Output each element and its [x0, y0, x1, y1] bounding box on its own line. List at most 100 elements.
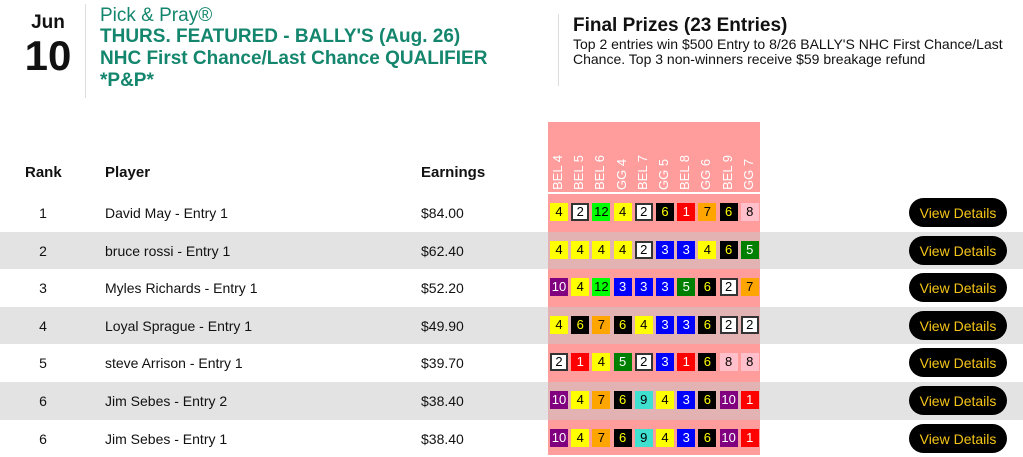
prizes-text: Top 2 entries win $500 Entry to 8/26 BAL… [573, 36, 1003, 67]
earnings-header: Earnings [421, 164, 486, 181]
view-details-button[interactable]: View Details [909, 386, 1007, 415]
pick-saddle-cloth: 10 [719, 391, 738, 409]
pick-saddle-cloth: 6 [698, 391, 717, 409]
pick-saddle-cloth: 5 [677, 278, 696, 297]
pick-saddle-cloth: 6 [613, 391, 632, 409]
divider [85, 4, 86, 98]
pick-saddle-cloth: 7 [592, 428, 611, 447]
view-details-button[interactable]: View Details [909, 198, 1007, 227]
pick-saddle-cloth: 6 [698, 353, 717, 372]
player-cell[interactable]: Jim Sebes - Entry 2 [105, 393, 228, 409]
pick-saddle-cloth: 3 [613, 278, 632, 297]
pick-saddle-cloth: 4 [571, 240, 590, 259]
view-details-button[interactable]: View Details [909, 348, 1007, 378]
rank-header: Rank [25, 164, 62, 181]
pick-saddle-cloth: 4 [550, 315, 568, 334]
pick-saddle-cloth: 3 [677, 240, 696, 259]
pick-saddle-cloth: 1 [677, 353, 696, 372]
rank-cell: 4 [39, 317, 47, 334]
pick-saddle-cloth: 3 [656, 278, 674, 297]
prizes-title: Final Prizes (23 Entries) [573, 15, 788, 36]
player-cell[interactable]: steve Arrison - Entry 1 [105, 355, 243, 372]
pick-saddle-cloth: 8 [719, 353, 738, 372]
race-label: BEL 9 [719, 155, 735, 190]
pick-saddle-cloth: 6 [698, 315, 717, 334]
view-details-button[interactable]: View Details [909, 235, 1007, 265]
pick-saddle-cloth: 4 [592, 240, 611, 259]
pick-saddle-cloth: 12 [592, 278, 611, 297]
race-label: GG 7 [740, 158, 756, 190]
table-row: 3 Myles Richards - Entry 1 $52.20 10 4 12 3 3… [0, 269, 1023, 307]
race-label: GG 6 [698, 158, 714, 190]
pick-saddle-cloth: 4 [571, 428, 590, 447]
rank-cell: 6 [39, 393, 47, 409]
pick-saddle-cloth: 2 [719, 315, 738, 334]
table-row: 6 Jim Sebes - Entry 2 $38.40 10 4 7 6 9 4 3 6 10 1… [0, 382, 1023, 420]
date-month: Jun [31, 12, 65, 33]
rank-cell: 5 [39, 355, 47, 372]
view-details-button[interactable]: View Details [909, 423, 1007, 453]
pick-saddle-cloth: 4 [571, 278, 590, 297]
pick-saddle-cloth: 2 [634, 203, 653, 221]
pick-saddle-cloth: 6 [613, 428, 632, 447]
player-cell[interactable]: Loyal Sprague - Entry 1 [105, 317, 253, 334]
divider [544, 192, 764, 194]
player-cell[interactable]: Jim Sebes - Entry 1 [105, 430, 228, 447]
player-cell[interactable]: David May - Entry 1 [105, 205, 228, 221]
pick-saddle-cloth: 4 [698, 240, 717, 259]
earnings-cell: $38.40 [421, 430, 464, 447]
pick-saddle-cloth: 2 [634, 240, 653, 259]
earnings-cell: $38.40 [421, 393, 464, 409]
contest-title: Pick & Pray® THURS. FEATURED - BALLY'S (… [100, 5, 487, 92]
earnings-cell: $62.40 [421, 242, 464, 259]
pick-saddle-cloth: 2 [634, 353, 653, 372]
pick-saddle-cloth: 10 [719, 428, 738, 447]
brand-name: Pick & Pray® [100, 5, 213, 26]
rank-cell: 6 [39, 430, 47, 447]
divider [558, 14, 559, 86]
pick-saddle-cloth: 6 [571, 315, 590, 334]
race-label: GG 5 [656, 158, 671, 190]
player-cell[interactable]: bruce rossi - Entry 1 [105, 242, 231, 259]
pick-saddle-cloth: 4 [571, 391, 590, 409]
pick-saddle-cloth: 5 [740, 240, 759, 259]
earnings-cell: $84.00 [421, 205, 464, 221]
pick-saddle-cloth: 2 [740, 315, 759, 334]
pick-saddle-cloth: 10 [550, 391, 568, 409]
pick-saddle-cloth: 4 [550, 240, 568, 259]
race-label: BEL 5 [571, 155, 587, 190]
pick-saddle-cloth: 4 [656, 391, 674, 409]
pick-saddle-cloth: 8 [740, 203, 759, 221]
race-label: GG 4 [613, 158, 629, 190]
rank-cell: 2 [39, 242, 47, 259]
earnings-cell: $49.90 [421, 317, 464, 334]
pick-saddle-cloth: 3 [634, 278, 653, 297]
rank-cell: 3 [39, 280, 47, 297]
player-cell[interactable]: Myles Richards - Entry 1 [105, 280, 258, 297]
pick-saddle-cloth: 9 [634, 391, 653, 409]
pick-saddle-cloth: 7 [698, 203, 717, 221]
pick-saddle-cloth: 2 [719, 278, 738, 297]
pick-saddle-cloth: 6 [613, 315, 632, 334]
date-day: 10 [24, 32, 72, 79]
pick-saddle-cloth: 4 [613, 240, 632, 259]
final-prizes: Final Prizes (23 Entries) Top 2 entries … [573, 15, 1003, 67]
pick-saddle-cloth: 6 [656, 203, 674, 221]
pick-saddle-cloth: 6 [719, 240, 738, 259]
table-row: 4 Loyal Sprague - Entry 1 $49.90 4 6 7 6 4 3 3 6… [0, 306, 1023, 345]
event-date: Jun 10 [20, 12, 76, 78]
earnings-cell: $39.70 [421, 355, 464, 372]
pick-saddle-cloth: 3 [656, 240, 674, 259]
title-line: *P&P* [100, 70, 154, 91]
pick-saddle-cloth: 12 [592, 203, 611, 221]
pick-saddle-cloth: 7 [592, 391, 611, 409]
table-row: 6 Jim Sebes - Entry 1 $38.40 10 4 7 6 9 4 3 6 10 1… [0, 420, 1023, 457]
view-details-button[interactable]: View Details [909, 310, 1007, 340]
pick-saddle-cloth: 3 [677, 391, 696, 409]
pick-saddle-cloth: 3 [656, 353, 674, 372]
pick-saddle-cloth: 6 [698, 278, 717, 297]
table-row: 1 David May - Entry 1 $84.00 4 2 12 4 2 6 1 7 6 8 V… [0, 194, 1023, 232]
table-row: 2 bruce rossi - Entry 1 $62.40 4 4 4 4 2 3 3 4 6 5… [0, 231, 1023, 270]
view-details-button[interactable]: View Details [909, 273, 1007, 303]
title-line: NHC First Chance/Last Chance QUALIFIER [100, 48, 488, 69]
